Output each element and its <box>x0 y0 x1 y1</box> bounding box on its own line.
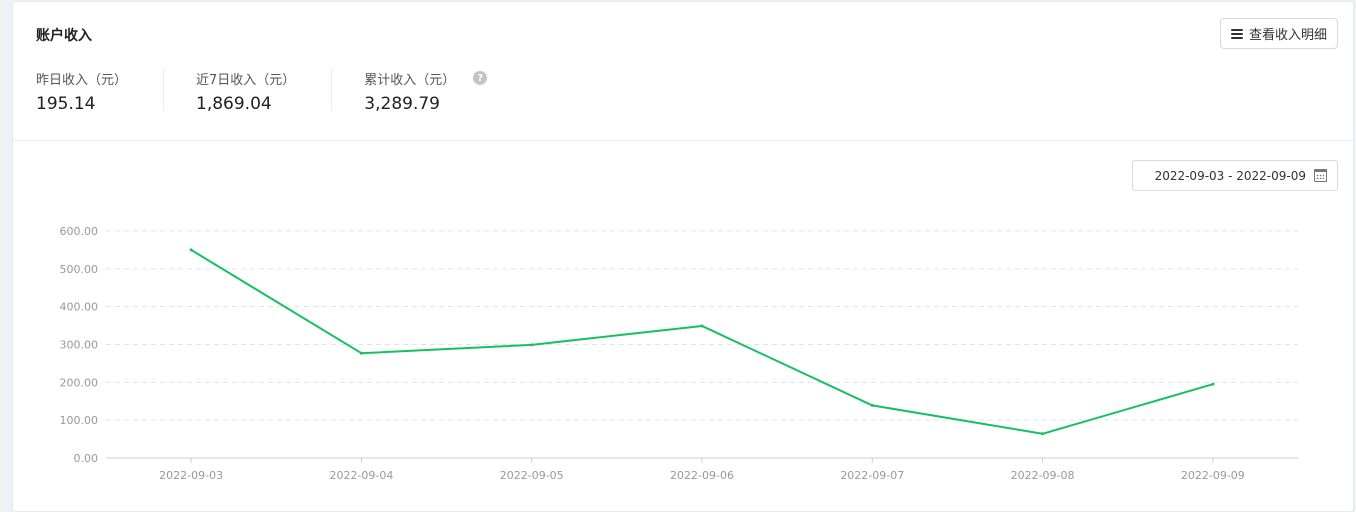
data-point <box>530 343 534 347</box>
y-tick-label: 500.00 <box>60 263 99 276</box>
y-tick-label: 100.00 <box>60 414 99 427</box>
y-tick-label: 600.00 <box>60 225 99 238</box>
stat-cumulative-label: 累计收入（元） <box>364 72 456 88</box>
income-series-line <box>190 249 1214 435</box>
data-point <box>189 248 193 252</box>
question-circle-icon[interactable]: ? <box>473 71 488 85</box>
stat-last-7-days: 近7日收入（元） 1,869.04 <box>196 68 333 114</box>
stat-yesterday-label: 昨日收入（元） <box>36 72 128 88</box>
stat-cumulative-label-row: 累计收入（元） ? <box>364 68 488 88</box>
data-point <box>359 351 363 355</box>
data-point <box>700 324 704 328</box>
stat-cumulative-value: 3,289.79 <box>364 94 440 114</box>
data-point <box>870 403 874 407</box>
x-tick-label: 2022-09-05 <box>500 469 564 482</box>
view-income-detail-button[interactable]: 查看收入明细 <box>1220 18 1338 49</box>
stat-last-7-days-label: 近7日收入（元） <box>196 72 296 88</box>
y-tick-label: 300.00 <box>60 339 99 352</box>
stat-yesterday: 昨日收入（元） 195.14 <box>36 68 165 114</box>
x-tick-label: 2022-09-08 <box>1011 469 1075 482</box>
y-tick-label: 200.00 <box>60 376 99 389</box>
x-tick-label: 2022-09-09 <box>1181 469 1245 482</box>
income-panel: 账户收入 查看收入明细 昨日收入（元） 195.14 近7日收入（元） 1,86… <box>12 1 1354 512</box>
data-point <box>1041 432 1045 436</box>
x-tick-label: 2022-09-03 <box>159 469 223 482</box>
y-tick-label: 0.00 <box>74 452 99 465</box>
x-tick-label: 2022-09-04 <box>329 469 393 482</box>
data-point <box>1211 382 1215 386</box>
x-tick-label: 2022-09-07 <box>840 469 904 482</box>
calendar-icon <box>1314 169 1327 182</box>
view-income-detail-label: 查看收入明细 <box>1248 28 1327 43</box>
income-line-chart: 0.00 100.00 200.00 300.00 400.00 500.00 600.00… <box>60 225 1298 482</box>
date-range-picker[interactable]: 2022-09-03 - 2022-09-09 <box>1132 160 1338 191</box>
summary-section: 账户收入 查看收入明细 昨日收入（元） 195.14 近7日收入（元） 1,86… <box>13 2 1353 141</box>
stat-yesterday-value: 195.14 <box>36 94 96 114</box>
y-tick-label: 400.00 <box>60 301 99 314</box>
menu-icon <box>1230 28 1243 39</box>
date-range-value: 2022-09-03 - 2022-09-09 <box>1154 168 1306 183</box>
stat-cumulative: 累计收入（元） ? 3,289.79 <box>364 68 523 114</box>
stat-last-7-days-value: 1,869.04 <box>196 94 272 114</box>
panel-title: 账户收入 <box>36 28 92 44</box>
x-tick-label: 2022-09-06 <box>670 469 734 482</box>
stats-row: 昨日收入（元） 195.14 近7日收入（元） 1,869.04 累计收入（元）… <box>36 68 523 114</box>
